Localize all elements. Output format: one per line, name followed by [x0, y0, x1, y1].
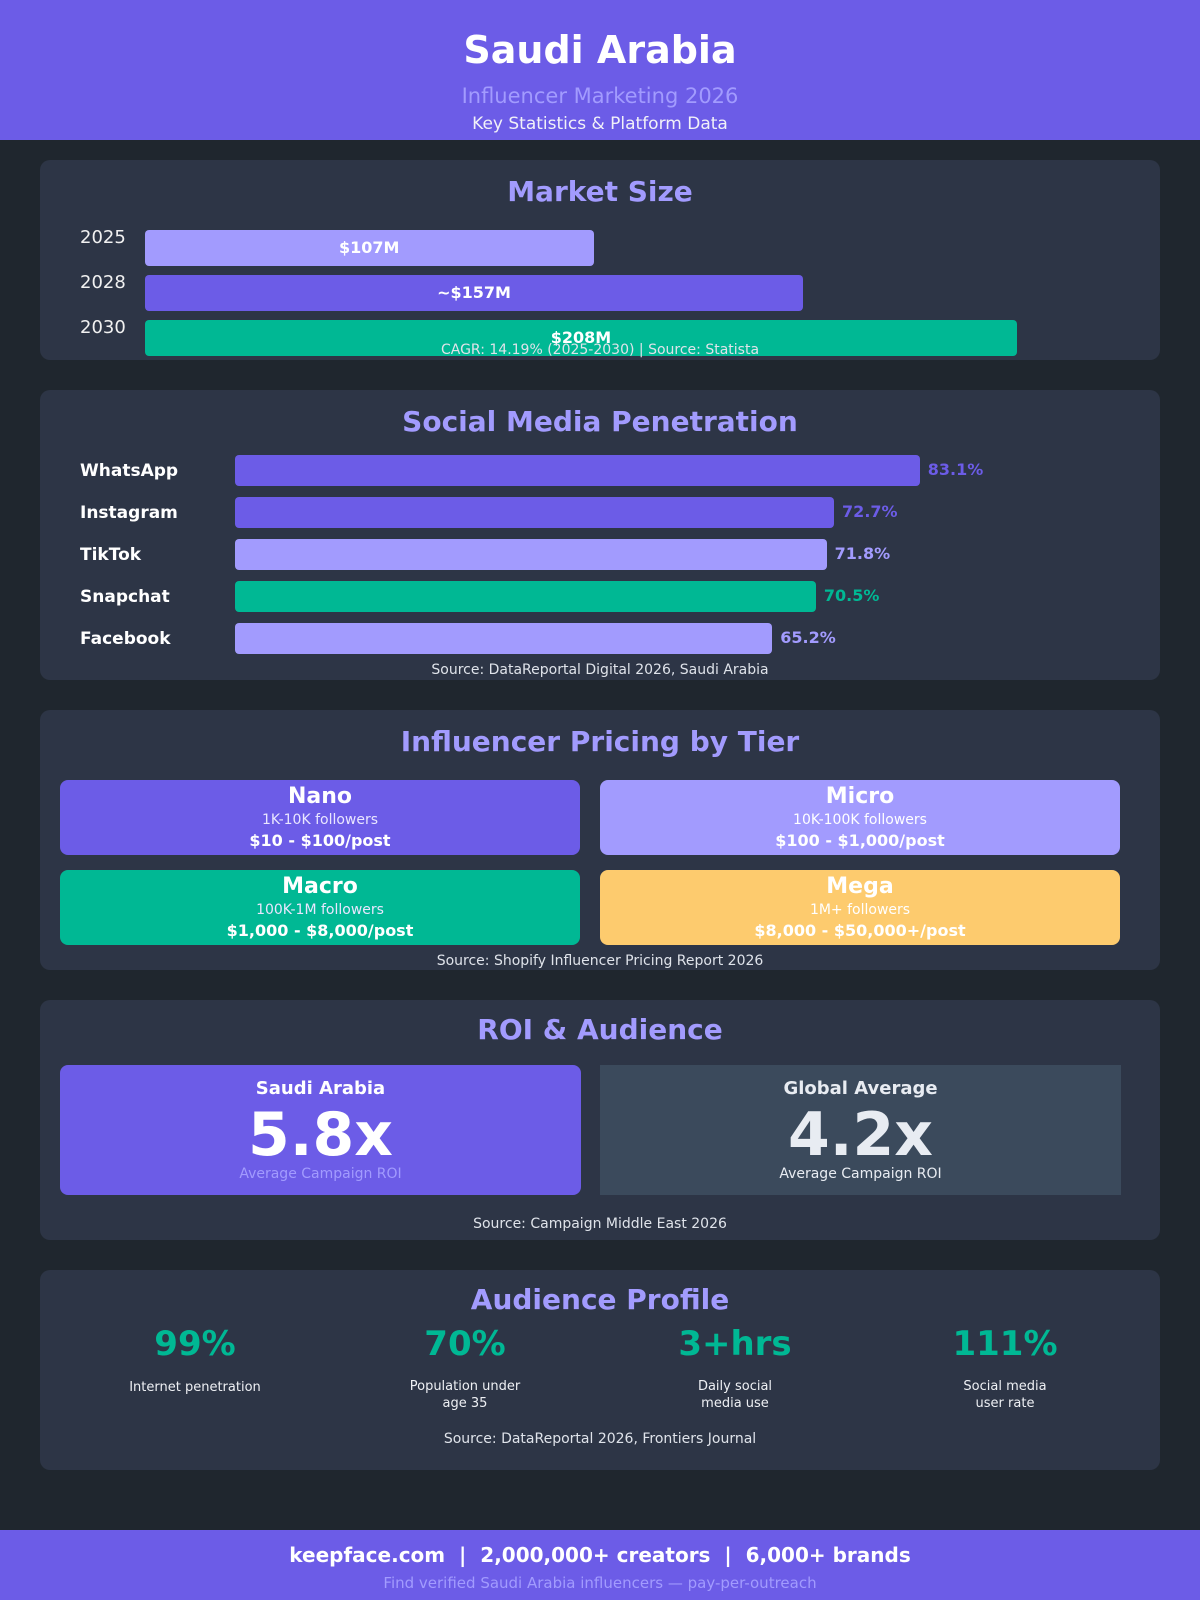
tier-mega-box: Mega 1M+ followers $8,000 - $50,000+/post	[600, 870, 1120, 945]
footer-banner: keepface.com | 2,000,000+ creators | 6,0…	[0, 1530, 1200, 1600]
page-title: Saudi Arabia	[463, 28, 737, 72]
platform-bar	[235, 455, 920, 486]
tier-price: $8,000 - $50,000+/post	[754, 921, 966, 940]
audience-stat: 70% Population under age 35	[330, 1324, 600, 1412]
platform-bar	[235, 581, 816, 612]
tier-price: $10 - $100/post	[249, 831, 391, 850]
pricing-source: Source: Shopify Influencer Pricing Repor…	[436, 953, 764, 969]
audience-stat-label: Population under age 35	[409, 1379, 521, 1411]
audience-stat: 99% Internet penetration	[60, 1324, 330, 1396]
roi-card: ROI & Audience Saudi Arabia 5.8x Average…	[40, 1000, 1160, 1240]
roi-saudi-label: Saudi Arabia	[255, 1078, 386, 1099]
platform-value-label: 65.2%	[780, 628, 836, 647]
footer-stats: keepface.com | 2,000,000+ creators | 6,0…	[289, 1543, 911, 1567]
audience-title: Audience Profile	[470, 1283, 730, 1316]
page-subtitle: Influencer Marketing 2026	[461, 84, 739, 108]
platform-value-label: 83.1%	[927, 460, 984, 479]
tier-followers: 1M+ followers	[809, 902, 911, 918]
platform-label: Snapchat	[80, 587, 170, 607]
tier-name: Nano	[287, 784, 353, 809]
roi-saudi-value: 5.8x	[248, 1100, 393, 1170]
roi-global-label: Global Average	[783, 1078, 938, 1099]
tier-price: $100 - $1,000/post	[775, 831, 945, 850]
market-size-note: CAGR: 14.19% (2025-2030) | Source: Stati…	[440, 342, 760, 358]
tier-macro-box: Macro 100K-1M followers $1,000 - $8,000/po…	[60, 870, 580, 945]
audience-stat-value: 3+hrs	[678, 1324, 792, 1364]
tier-followers: 100K-1M followers	[256, 902, 384, 918]
audience-stat: 111% Social media user rate	[870, 1324, 1140, 1412]
audience-stat-label: Social media user rate	[963, 1379, 1047, 1411]
social-penetration-source: Source: DataReportal Digital 2026, Saudi…	[431, 662, 769, 678]
audience-stat-value: 99%	[154, 1324, 236, 1364]
tier-nano-box: Nano 1K-10K followers $10 - $100/post	[60, 780, 580, 855]
roi-global-value: 4.2x	[788, 1100, 933, 1170]
market-size-bar: $107M	[145, 230, 594, 266]
platform-bar	[235, 623, 773, 654]
footer-cta: Find verified Saudi Arabia influencers —…	[383, 1574, 817, 1592]
social-penetration-card: Social Media Penetration WhatsApp 83.1% In…	[40, 390, 1160, 680]
audience-stat-label: Internet penetration	[129, 1380, 261, 1395]
tier-name: Macro	[282, 874, 358, 899]
platform-label: TikTok	[80, 545, 142, 565]
market-size-year-label: 2028	[80, 272, 126, 293]
tier-followers: 10K-100K followers	[793, 812, 927, 828]
market-size-card: Market Size 2025 $107M 2028 ~$157M 2030 $208M…	[40, 160, 1160, 360]
audience-stat: 3+hrs Daily social media use	[600, 1324, 870, 1412]
pricing-title: Influencer Pricing by Tier	[400, 725, 800, 758]
audience-stat-value: 70%	[424, 1324, 506, 1364]
header-banner: Saudi Arabia Influencer Marketing 2026 K…	[0, 0, 1200, 140]
platform-value-label: 72.7%	[842, 502, 898, 521]
audience-card: Audience Profile 99% Internet penetratio…	[40, 1270, 1160, 1470]
tier-followers: 1K-10K followers	[261, 812, 379, 828]
tier-name: Micro	[825, 784, 895, 809]
market-size-year-label: 2030	[80, 317, 126, 338]
platform-label: WhatsApp	[80, 461, 179, 481]
tier-name: Mega	[826, 874, 894, 899]
platform-bar	[235, 497, 835, 528]
platform-bar	[235, 539, 827, 570]
tier-micro-box: Micro 10K-100K followers $100 - $1,000/pos…	[600, 780, 1120, 855]
social-penetration-title: Social Media Penetration	[402, 405, 798, 438]
roi-saudi-sub: Average Campaign ROI	[239, 1166, 402, 1182]
audience-source: Source: DataReportal 2026, Frontiers Jou…	[443, 1431, 757, 1447]
pricing-card: Influencer Pricing by Tier Nano 1K-10K fo…	[40, 710, 1160, 970]
roi-title: ROI & Audience	[477, 1013, 723, 1046]
audience-stat-label: Daily social media use	[697, 1379, 773, 1411]
platform-value-label: 71.8%	[834, 544, 891, 563]
platform-label: Instagram	[80, 503, 178, 523]
market-size-title: Market Size	[507, 175, 693, 208]
platform-value-label: 70.5%	[823, 586, 880, 605]
roi-saudi-panel: Saudi Arabia 5.8x Average Campaign ROI	[60, 1065, 581, 1195]
roi-source: Source: Campaign Middle East 2026	[473, 1216, 727, 1232]
tier-price: $1,000 - $8,000/post	[226, 921, 414, 940]
market-size-bar: ~$157M	[145, 275, 804, 311]
roi-global-panel: Global Average 4.2x Average Campaign ROI	[600, 1065, 1121, 1195]
roi-global-sub: Average Campaign ROI	[779, 1166, 942, 1182]
page-tagline: Key Statistics & Platform Data	[472, 114, 728, 134]
platform-label: Facebook	[80, 629, 171, 649]
market-size-bar: $208M	[145, 320, 1017, 356]
market-size-year-label: 2025	[80, 227, 126, 248]
audience-stat-value: 111%	[952, 1324, 1058, 1364]
